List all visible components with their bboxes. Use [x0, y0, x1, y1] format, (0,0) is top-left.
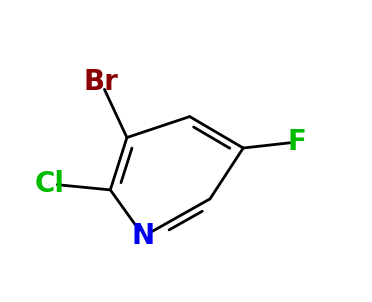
Text: N: N: [132, 222, 155, 250]
Text: F: F: [287, 128, 306, 156]
Text: Cl: Cl: [34, 170, 64, 198]
Text: Br: Br: [84, 68, 119, 96]
